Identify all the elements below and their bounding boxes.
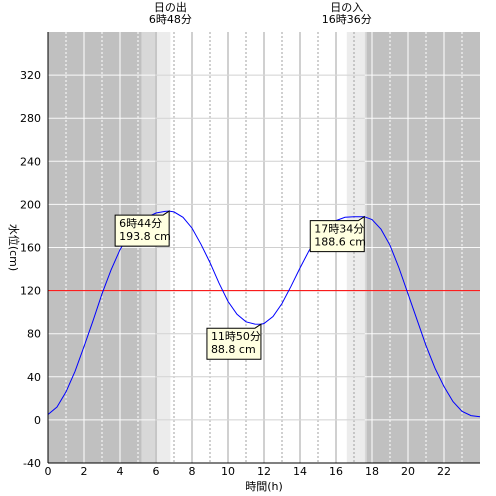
y-tick-label: 280 — [20, 112, 41, 125]
callout-box — [309, 215, 365, 253]
x-tick-label: 12 — [257, 465, 271, 478]
y-axis-title: 水位(cm) — [7, 224, 21, 271]
x-tick-label: 20 — [401, 465, 415, 478]
y-tick-label: 240 — [20, 155, 41, 168]
y-tick-label: 200 — [20, 198, 41, 211]
y-tick-labels: -40 0 40 80 120 160 200 240 280 320 — [20, 69, 41, 470]
x-tick-label: 0 — [45, 465, 52, 478]
callout-time: 6時44分 — [119, 217, 162, 230]
y-tick-label: 160 — [20, 242, 41, 255]
x-axis-title: 時間(h) — [245, 480, 283, 493]
x-tick-label: 8 — [189, 465, 196, 478]
callout-level: 188.6 cm — [314, 236, 366, 249]
x-tick-label: 2 — [81, 465, 88, 478]
x-tick-label: 6 — [153, 465, 160, 478]
callout-level: 193.8 cm — [119, 230, 171, 243]
axes — [47, 32, 480, 464]
callout-time: 11時50分 — [211, 330, 261, 343]
sunrise-time: 6時48分 — [149, 13, 192, 26]
sunset-label: 日の入 — [330, 1, 363, 14]
x-tick-label: 18 — [365, 465, 379, 478]
sunset-time: 16時36分 — [322, 13, 372, 26]
sun-labels: 日の出 6時48分 日の入 16時36分 — [149, 0, 372, 26]
y-tick-label: -40 — [23, 457, 41, 470]
y-tick-label: 80 — [27, 328, 41, 341]
callout-box — [114, 210, 170, 247]
y-tick-label: 320 — [20, 69, 41, 82]
callout-level: 88.8 cm — [211, 343, 256, 356]
x-tick-label: 10 — [221, 465, 235, 478]
y-tick-label: 120 — [20, 285, 41, 298]
callout-box — [206, 323, 262, 360]
x-tick-label: 4 — [117, 465, 124, 478]
sunrise-label: 日の出 — [154, 0, 187, 14]
callout-time: 17時34分 — [314, 223, 364, 236]
x-tick-label: 22 — [437, 465, 451, 478]
x-tick-label: 14 — [293, 465, 307, 478]
y-tick-label: 40 — [27, 371, 41, 384]
x-tick-labels: 0 2 4 6 8 10 12 14 16 18 20 22 — [45, 465, 452, 478]
y-tick-label: 0 — [34, 414, 41, 427]
x-tick-label: 16 — [329, 465, 343, 478]
